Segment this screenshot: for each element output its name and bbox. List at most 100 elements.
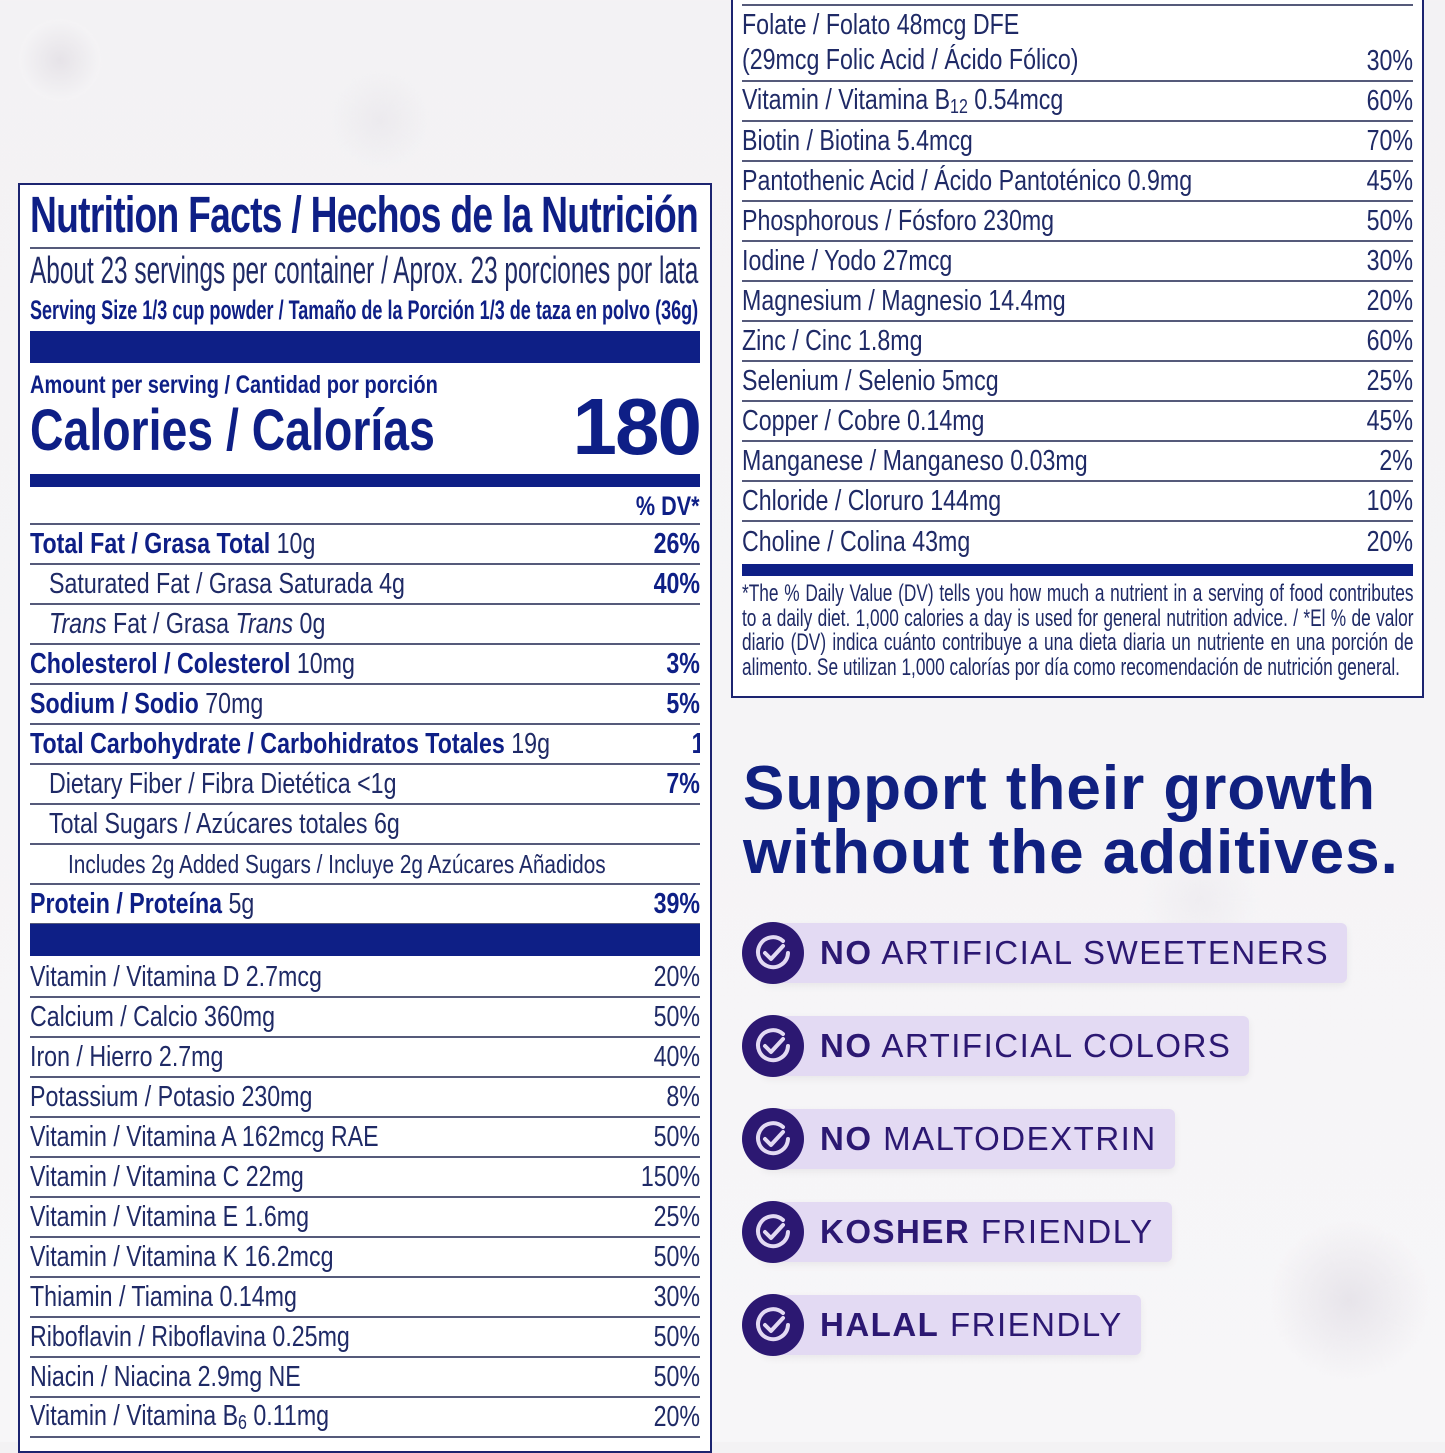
nutrient-text: Sodium / Sodio — [30, 687, 199, 720]
vitamins-minerals-list-continued: Vitamin / Vitamina B12 0.54mcg 60% Biotin … — [742, 82, 1413, 562]
claim-text: KOSHER FRIENDLY — [820, 1213, 1154, 1251]
nutrient-label: Iodine / Yodo 27mcg — [742, 245, 952, 278]
nutrient-text: Vitamin / Vitamina D 2.7mcg — [30, 960, 322, 993]
daily-value: 20% — [1366, 525, 1413, 558]
nutrient-row: Iodine / Yodo 27mcg 30% — [742, 242, 1413, 282]
nutrient-text: Phosphorous / Fósforo 230mg — [742, 204, 1055, 237]
nutrient-row: Selenium / Selenio 5mcg 25% — [742, 362, 1413, 402]
nutrient-text: Pantothenic Acid / Ácido Pantoténico 0.9… — [742, 164, 1193, 197]
claim-rest: FRIENDLY — [939, 1306, 1123, 1343]
nutrient-row: Includes 2g Added Sugars / Incluye 2g Az… — [30, 845, 700, 885]
thick-divider — [30, 924, 700, 956]
claim-bold: NO — [820, 1120, 873, 1157]
nutrient-label: Copper / Cobre 0.14mg — [742, 405, 984, 438]
nutrient-label: Trans Fat / Grasa Trans 0g — [49, 608, 325, 641]
nutrient-label: Iron / Hierro 2.7mg — [30, 1041, 223, 1074]
daily-value: 50% — [653, 1360, 700, 1393]
nutrient-row: Vitamin / Vitamina B6 0.11mg 20% — [30, 1398, 700, 1438]
nutrient-label: Potassium / Potasio 230mg — [30, 1081, 312, 1114]
daily-value: 5% — [666, 687, 700, 720]
nutrient-text: 0.11mg — [246, 1399, 330, 1432]
claim-rest: ARTIFICIAL COLORS — [872, 1027, 1232, 1064]
nutrient-row: Dietary Fiber / Fibra Dietética <1g 7% — [30, 765, 700, 805]
nutrient-label: Calcium / Calcio 360mg — [30, 1001, 275, 1034]
nutrient-text: Cholesterol / Colesterol — [30, 647, 291, 680]
dv-header: % DV* — [30, 487, 700, 525]
nutrient-text: Thiamin / Tiamina 0.14mg — [30, 1280, 297, 1313]
nutrient-text: 12 — [950, 95, 968, 118]
nutrient-label: Pantothenic Acid / Ácido Pantoténico 0.9… — [742, 165, 1192, 198]
nutrient-row: Total Fat / Grasa Total 10g 26% — [30, 525, 700, 565]
nutrient-text: Dietary Fiber / Fibra Dietética <1g — [49, 767, 397, 800]
medium-divider — [742, 564, 1413, 576]
nutrient-label: Riboflavin / Riboflavina 0.25mg — [30, 1321, 350, 1354]
label-title: Nutrition Facts / Hechos de la Nutrición — [30, 185, 700, 249]
daily-value: 10% — [1366, 484, 1413, 517]
daily-value: 20% — [1366, 284, 1413, 317]
nutrient-row-folate: Folate / Folato 48mcg DFE (29mcg Folic A… — [742, 6, 1413, 82]
calories-label: Calories / Calorías — [30, 398, 435, 463]
headline-line-1: Support their growth — [743, 754, 1377, 823]
daily-value: 13% — [692, 728, 700, 761]
daily-value: 50% — [653, 1320, 700, 1353]
nutrient-row: Calcium / Calcio 360mg 50% — [30, 998, 700, 1038]
servings-per-container: About 23 servings per container / Aprox.… — [30, 249, 700, 293]
nutrient-row: Niacin / Niacina 2.9mg NE 50% — [30, 1358, 700, 1398]
folate-dv: 30% — [1366, 45, 1413, 77]
nutrient-text: Iron / Hierro 2.7mg — [30, 1040, 224, 1073]
daily-value: 60% — [1366, 84, 1413, 117]
nutrient-label: Zinc / Cinc 1.8mg — [742, 325, 923, 358]
daily-value: 20% — [653, 960, 700, 993]
daily-value: 150% — [640, 1160, 700, 1193]
claim-badge: KOSHER FRIENDLY — [742, 1201, 1172, 1263]
nutrition-facts-continued-panel: Folate / Folato 48mcg DFE (29mcg Folic A… — [731, 0, 1424, 698]
serving-size-text: Serving Size 1/3 cup powder / Tamaño de … — [30, 295, 699, 325]
claim-background — [762, 923, 1348, 983]
nutrient-label: Vitamin / Vitamina C 22mg — [30, 1161, 304, 1194]
nutrient-label: Niacin / Niacina 2.9mg NE — [30, 1361, 301, 1394]
nutrient-label: Sodium / Sodio 70mg — [30, 688, 263, 721]
nutrient-row: Vitamin / Vitamina B12 0.54mcg 60% — [742, 82, 1413, 122]
nutrient-label: Cholesterol / Colesterol 10mg — [30, 648, 355, 681]
nutrient-label: Chloride / Cloruro 144mg — [742, 485, 1001, 518]
nutrient-text: Vitamin / Vitamina K 16.2mcg — [30, 1240, 334, 1273]
claim-text: HALAL FRIENDLY — [820, 1306, 1123, 1344]
nutrient-text: Zinc / Cinc 1.8mg — [742, 324, 923, 357]
nutrient-label: Total Fat / Grasa Total 10g — [30, 528, 315, 561]
dv-footnote: *The % Daily Value (DV) tells you how mu… — [742, 576, 1414, 681]
nutrient-text: 19g — [504, 727, 550, 760]
claim-background — [762, 1295, 1141, 1355]
daily-value: 70% — [1366, 124, 1413, 157]
claim-bold: NO — [820, 1027, 873, 1064]
daily-value: 20% — [653, 1400, 700, 1433]
nutrient-text: 70mg — [198, 687, 264, 720]
macro-nutrients-list: Total Fat / Grasa Total 10g 26% Saturated … — [30, 525, 700, 925]
promo-headline: Support their growth without the additiv… — [743, 757, 1428, 885]
nutrient-row: Vitamin / Vitamina A 162mcg RAE 50% — [30, 1118, 700, 1158]
check-circle-icon — [742, 922, 804, 984]
claim-rest: ARTIFICIAL SWEETENERS — [872, 934, 1330, 971]
nutrient-row: Vitamin / Vitamina K 16.2mcg 50% — [30, 1238, 700, 1278]
folate-line-1: Folate / Folato 48mcg DFE — [742, 9, 1020, 41]
daily-value: 50% — [653, 1240, 700, 1273]
nutrient-label: Magnesium / Magnesio 14.4mg — [742, 285, 1066, 318]
claim-rest: MALTODEXTRIN — [872, 1120, 1157, 1157]
check-circle-icon — [742, 1108, 804, 1170]
daily-value: 8% — [666, 1080, 700, 1113]
nutrient-text: Potassium / Potasio 230mg — [30, 1080, 313, 1113]
nutrient-text: 0g — [293, 607, 326, 640]
nutrient-text: Vitamin / Vitamina C 22mg — [30, 1160, 304, 1193]
nutrition-facts-panel: Nutrition Facts / Hechos de la Nutrición… — [18, 183, 712, 1453]
claim-badge: NO ARTIFICIAL SWEETENERS — [742, 922, 1348, 984]
nutrient-row: Riboflavin / Riboflavina 0.25mg 50% — [30, 1318, 700, 1358]
nutrient-text: Chloride / Cloruro 144mg — [742, 484, 1002, 517]
nutrient-text: Vitamin / Vitamina B — [742, 83, 951, 116]
nutrient-row: Vitamin / Vitamina D 2.7mcg 20% — [30, 958, 700, 998]
nutrient-row: Vitamin / Vitamina E 1.6mg 25% — [30, 1198, 700, 1238]
nutrient-text: Protein / Proteína — [30, 887, 223, 920]
claim-rest: FRIENDLY — [970, 1213, 1154, 1250]
nutrient-text: 10mg — [290, 647, 355, 680]
nutrient-text: 6 — [238, 1411, 247, 1434]
footnote-text: *The % Daily Value (DV) tells you how mu… — [742, 580, 1414, 681]
claim-text: NO ARTIFICIAL COLORS — [820, 1027, 1231, 1065]
